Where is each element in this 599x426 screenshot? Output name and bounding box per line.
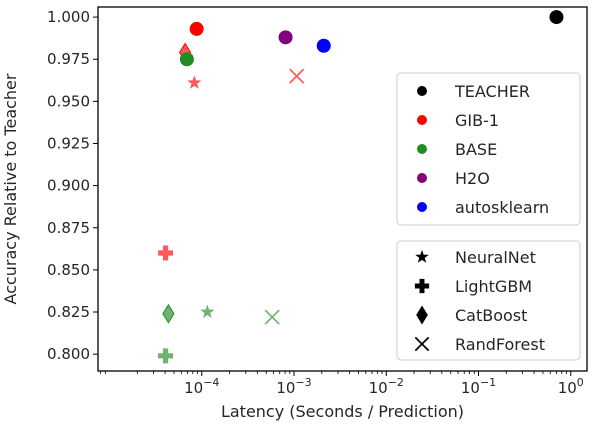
x-tick-label: 10−4 bbox=[184, 376, 219, 397]
legend-star-icon bbox=[415, 249, 429, 263]
y-tick-label: 0.975 bbox=[47, 50, 90, 68]
legend-label: GIB-1 bbox=[455, 111, 499, 130]
x-tick-label: 10−2 bbox=[369, 376, 404, 397]
legend-plus-icon bbox=[414, 278, 430, 294]
y-tick-label: 1.000 bbox=[47, 8, 90, 26]
data-point-gib-1-circle bbox=[189, 21, 204, 36]
x-axis: 10−4 10−3 10−2 10−1 100 bbox=[100, 371, 584, 397]
legend-swatch-base bbox=[417, 144, 427, 154]
legend-swatch-gib-1 bbox=[417, 115, 427, 125]
data-point-teacher-circle bbox=[549, 10, 564, 25]
data-point-h2o-circle bbox=[278, 30, 293, 45]
data-point-base-x bbox=[264, 309, 280, 325]
plot-frame bbox=[97, 6, 588, 372]
color-legend: TEACHER GIB-1 BASE H2O autosklearn bbox=[396, 72, 581, 226]
y-tick-label: 0.875 bbox=[47, 219, 90, 237]
legend-label: TEACHER bbox=[454, 82, 530, 101]
y-axis-label: Accuracy Relative to Teacher bbox=[1, 73, 20, 304]
legend-swatch-h2o bbox=[417, 173, 427, 183]
legend-label: BASE bbox=[455, 140, 497, 159]
legend-frame bbox=[396, 72, 581, 226]
legend-diamond-icon bbox=[416, 305, 428, 325]
x-axis-label: Latency (Seconds / Prediction) bbox=[221, 402, 464, 421]
legend-label: RandForest bbox=[455, 335, 545, 354]
marker-legend: NeuralNet LightGBM CatBoost RandForest bbox=[396, 240, 581, 361]
legend-swatch-autosklearn bbox=[417, 202, 427, 212]
data-point-autosklearn-circle bbox=[316, 38, 331, 53]
x-tick-label: 10−3 bbox=[276, 376, 311, 397]
plot-marks bbox=[158, 10, 564, 364]
legend-label: NeuralNet bbox=[455, 248, 536, 267]
y-axis: 0.800 0.825 0.850 0.875 0.900 0.925 0.950 0.975… bbox=[47, 8, 98, 363]
y-tick-label: 0.950 bbox=[47, 92, 90, 110]
y-tick-label: 0.825 bbox=[47, 303, 90, 321]
y-tick-label: 0.850 bbox=[47, 261, 90, 279]
legend-label: autosklearn bbox=[455, 198, 549, 217]
data-point-gib-1-star bbox=[187, 75, 202, 89]
y-tick-label: 0.900 bbox=[47, 177, 90, 195]
legend-frame bbox=[396, 240, 581, 361]
data-point-gib-1-x bbox=[289, 68, 305, 84]
data-point-base-plus bbox=[158, 348, 174, 364]
y-tick-label: 0.800 bbox=[47, 345, 90, 363]
x-tick-label: 100 bbox=[558, 376, 584, 397]
data-point-base-diamond bbox=[162, 303, 175, 324]
legend-label: CatBoost bbox=[455, 306, 527, 325]
data-point-gib-1-plus bbox=[158, 245, 174, 261]
legend-label: H2O bbox=[455, 169, 490, 188]
legend-x-icon bbox=[414, 336, 430, 352]
data-point-base-circle bbox=[179, 52, 194, 67]
data-point-base-star bbox=[200, 304, 215, 319]
x-tick-label: 10−1 bbox=[461, 376, 496, 397]
y-tick-label: 0.925 bbox=[47, 135, 90, 153]
legend-label: LightGBM bbox=[455, 277, 532, 296]
legend-swatch-teacher bbox=[417, 86, 427, 96]
